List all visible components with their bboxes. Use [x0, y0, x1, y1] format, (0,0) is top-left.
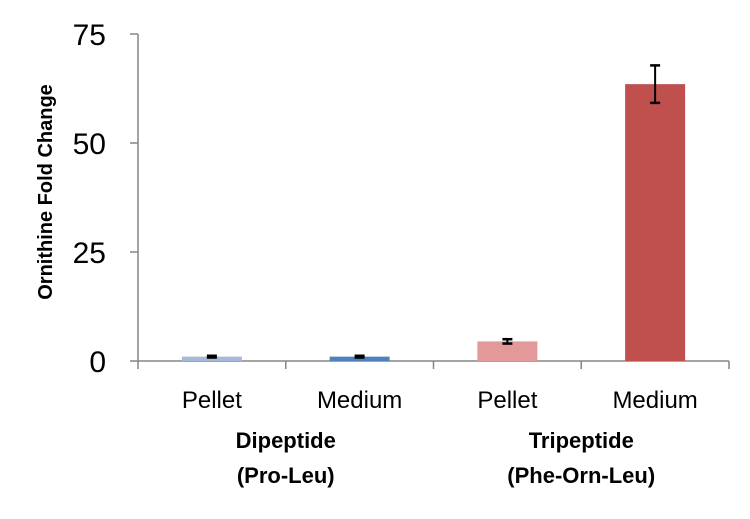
group-label-line2: (Pro-Leu): [237, 463, 335, 488]
y-axis-title: Ornithine Fold Change: [35, 84, 57, 300]
error-bar: [206, 354, 217, 359]
group-label-line1: Tripeptide: [529, 428, 634, 453]
x-category-label: Pellet: [182, 387, 242, 414]
x-category-label: Pellet: [477, 387, 537, 414]
x-category-label: Medium: [612, 387, 697, 414]
bar: [181, 356, 242, 361]
bar: [625, 84, 686, 361]
ticks: 0 25 50 75: [73, 19, 730, 379]
group-label-line1: Dipeptide: [236, 428, 336, 453]
error-bar: [354, 354, 365, 359]
bar: [329, 356, 390, 361]
bar: [477, 341, 538, 361]
group-label-line2: (Phe-Orn-Leu): [507, 463, 655, 488]
y-tick-label: 0: [89, 346, 106, 379]
y-tick-label: 50: [73, 128, 106, 161]
error-bars: [206, 64, 661, 359]
error-bar: [502, 337, 513, 345]
x-category-label: Medium: [317, 387, 402, 414]
bars: [181, 84, 686, 361]
y-tick-label: 75: [73, 19, 106, 52]
y-tick-label: 25: [73, 237, 106, 270]
error-bar: [650, 64, 661, 105]
labels: Pellet Medium Pellet Medium Dipeptide (Pro-Le…: [182, 387, 698, 488]
